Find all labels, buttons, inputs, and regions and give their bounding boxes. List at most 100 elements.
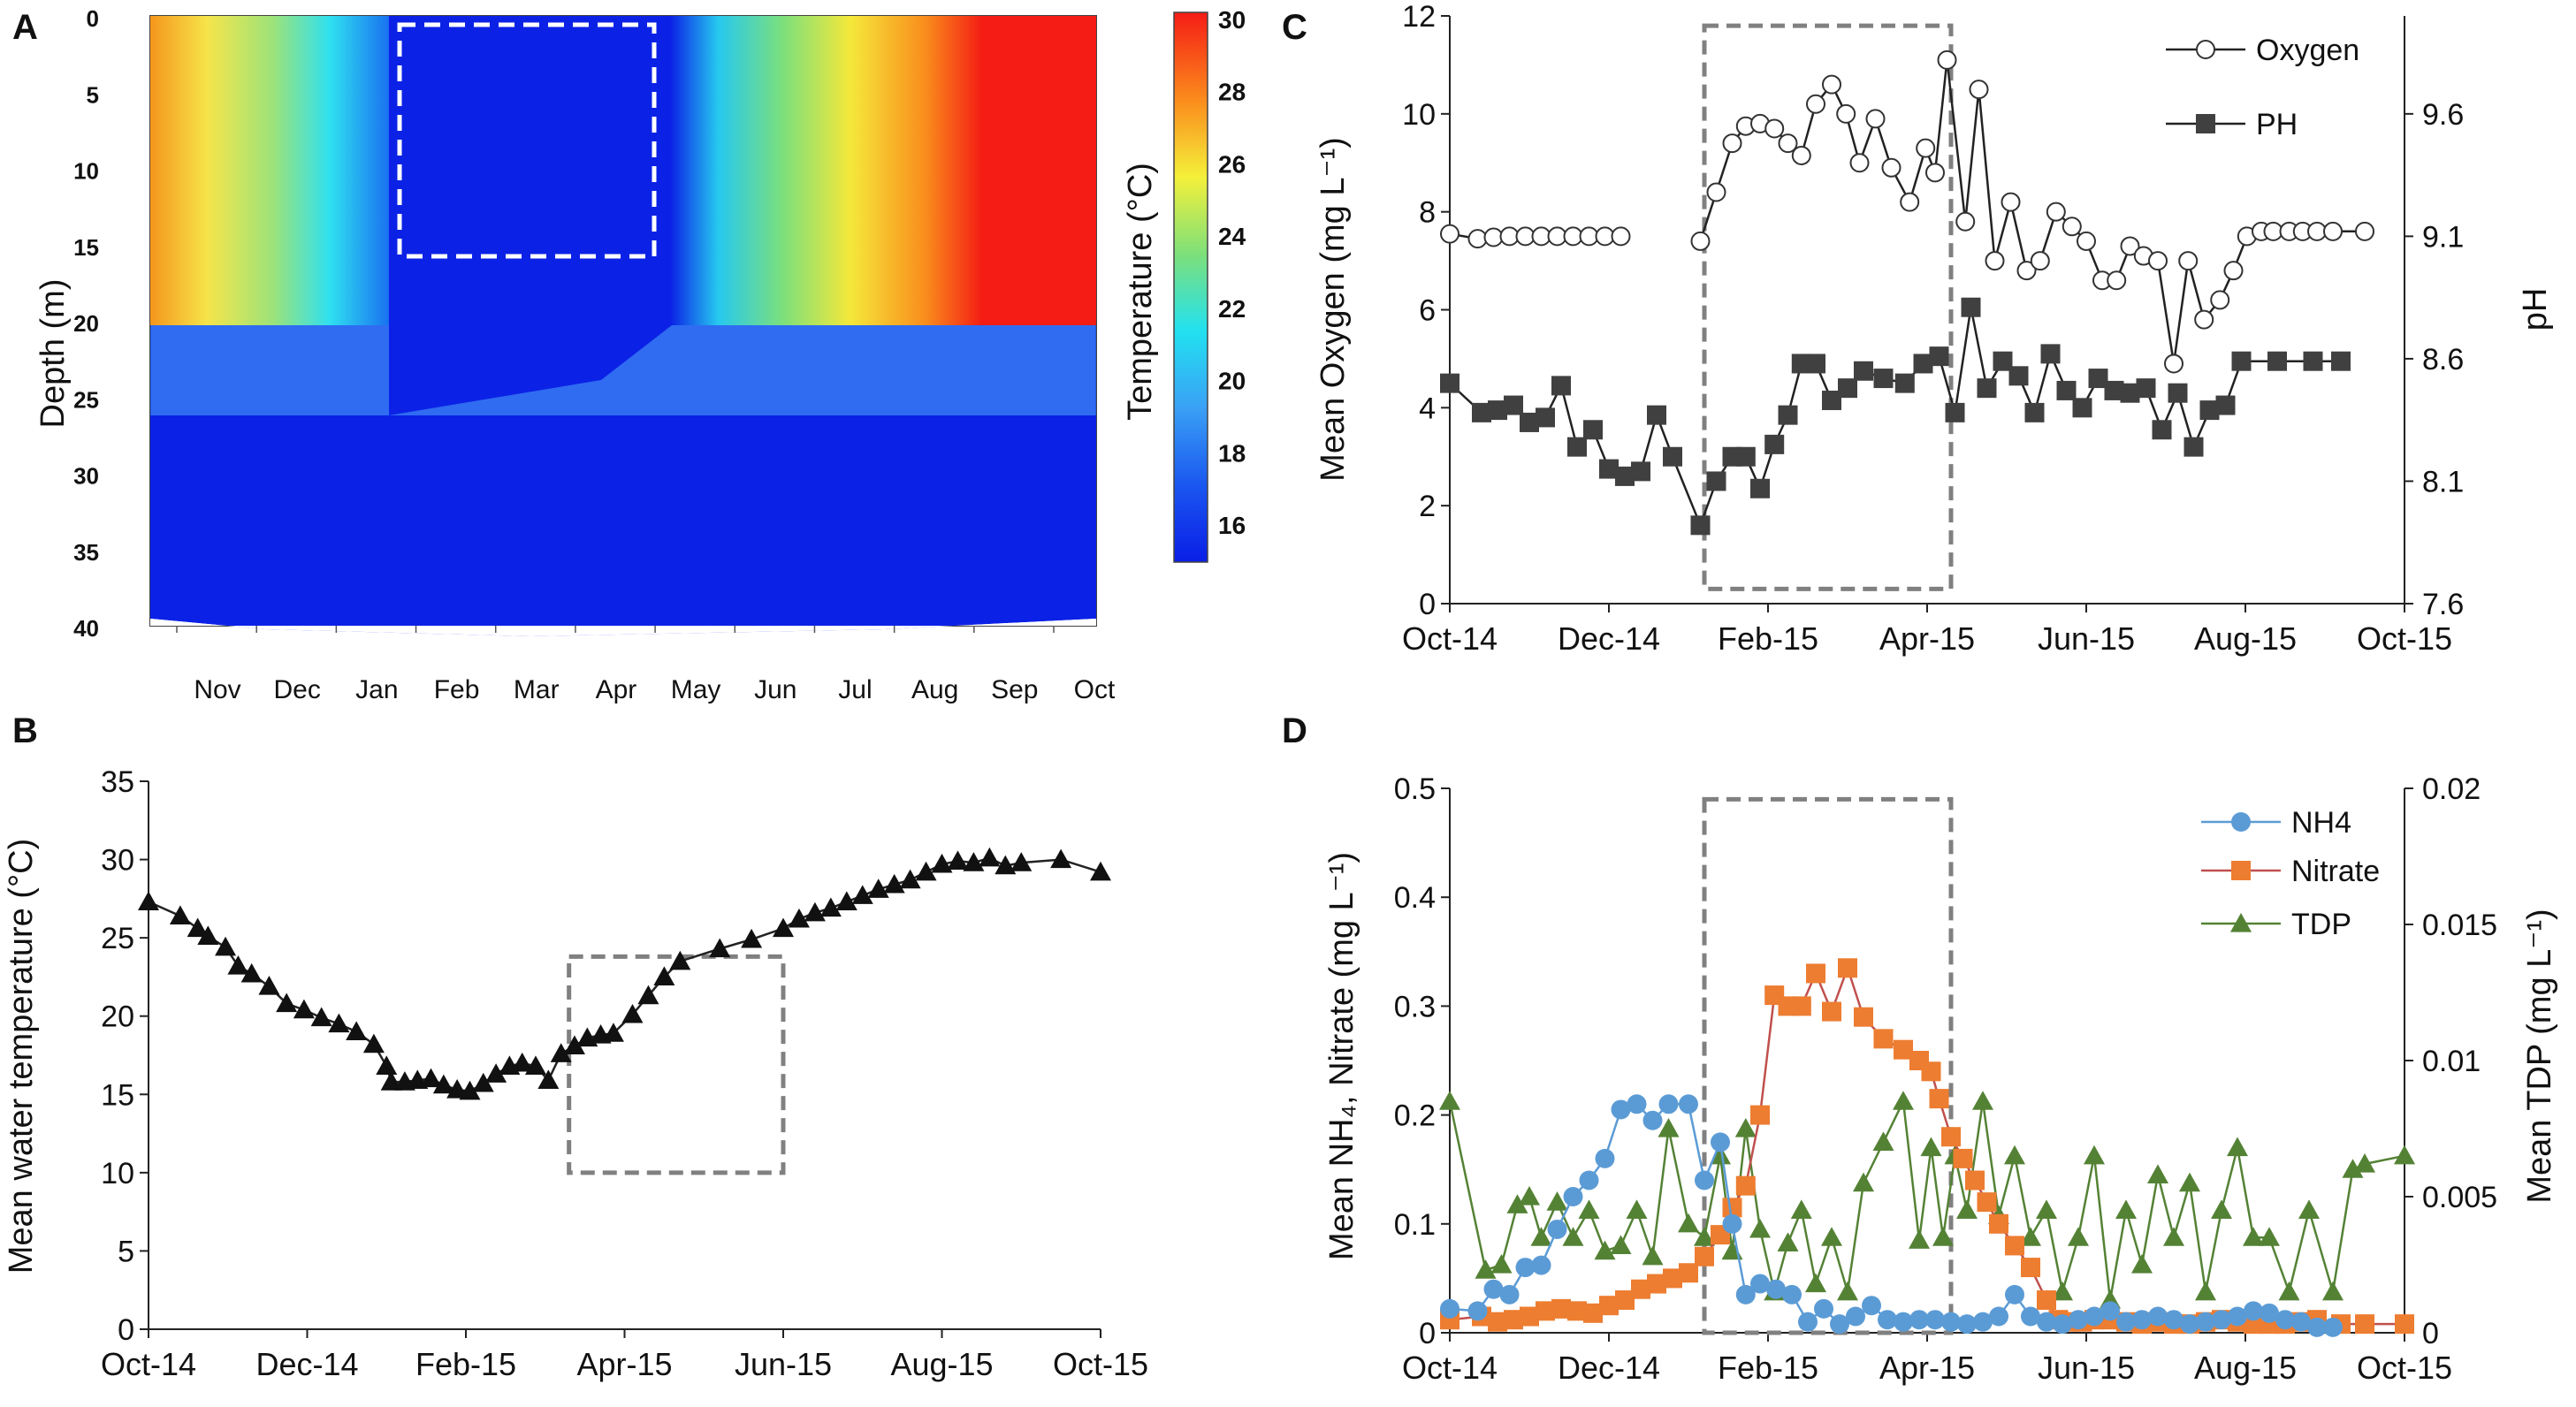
temperature-series-point <box>276 993 298 1013</box>
oxygen-series-point <box>1900 192 1920 212</box>
oxygen-series-point <box>2194 309 2214 330</box>
b-x-tick: Oct-15 <box>1053 1346 1148 1382</box>
legend-oxygen-marker <box>2196 40 2215 59</box>
ph-series-point <box>1806 354 1825 374</box>
y-tick-a: 35 <box>73 539 99 566</box>
ph-series-point <box>1750 478 1770 498</box>
b-x-tick: Feb-15 <box>415 1346 516 1382</box>
ph-series-point <box>1599 459 1619 479</box>
nh4-series-point <box>2323 1317 2343 1337</box>
ph-series-point <box>2024 402 2045 422</box>
nh4-series-point <box>1989 1306 2008 1327</box>
nitrate-series-point <box>1488 1312 1507 1332</box>
nh4-series-point <box>1695 1170 1714 1190</box>
temperature-series-line <box>148 856 1101 1092</box>
panel-label-d: D <box>1282 711 1307 750</box>
tdp-series-point <box>1546 1191 1568 1211</box>
heatmap-panel-a: 0 5 10 15 20 25 30 35 40 Nov Dec Jan Feb Mar Apr May Ju… <box>34 5 1246 704</box>
tdp-series-point <box>1626 1199 1648 1219</box>
nh4-series-point <box>1957 1314 1977 1335</box>
tdp-series-point <box>1562 1227 1584 1246</box>
ph-series-point <box>2152 420 2172 440</box>
nh4-series-point <box>1658 1094 1679 1114</box>
tdp-series-point <box>1932 1227 1954 1246</box>
line-chart-panel-b: Mean water temperature (°C) 0 5 10 15 20 25 30… <box>3 765 1148 1382</box>
oxygen-series-point <box>1955 211 1976 232</box>
temperature-series-point <box>947 850 969 870</box>
ph-series-point <box>2199 400 2220 421</box>
ph-series-point <box>1631 461 1650 482</box>
nh4-series-point <box>1711 1132 1730 1152</box>
nitrate-series-point <box>1504 1310 1523 1330</box>
legend-tdp-label: TDP <box>2291 908 2351 941</box>
temperature-series-point <box>432 1074 454 1094</box>
c-y2-tick: 7.6 <box>2422 588 2464 621</box>
temperature-series-point <box>819 897 842 917</box>
temperature-series-point <box>563 1035 585 1054</box>
tdp-series-point <box>2147 1164 2168 1183</box>
colorbar-tick: 30 <box>1218 6 1246 34</box>
temperature-series-point <box>788 908 810 928</box>
tdp-series-point <box>1790 1199 1812 1219</box>
ph-series-point <box>1961 297 1981 317</box>
colorbar-tick: 16 <box>1218 512 1246 539</box>
panel-label-a: A <box>12 8 38 47</box>
nh4-series-point <box>2307 1317 2327 1337</box>
nh4-series-point <box>1735 1284 1756 1304</box>
d-x-tick: Oct-15 <box>2357 1350 2452 1386</box>
oxygen-series-point <box>1836 103 1856 124</box>
ph-series-point <box>2008 366 2029 386</box>
oxygen-series-point <box>2107 270 2127 291</box>
b-y-tick: 30 <box>101 844 134 878</box>
ph-series-point <box>1778 405 1798 425</box>
panel-label-c: C <box>1282 8 1307 47</box>
ph-series-point <box>2120 383 2140 403</box>
y2-axis-title-d: Mean TDP (mg L⁻¹) <box>2521 909 2558 1203</box>
c-x-tick: Aug-15 <box>2194 620 2297 657</box>
oxygen-series-point <box>1969 80 1989 100</box>
nitrate-series-point <box>1791 996 1811 1016</box>
ph-series-point <box>1536 407 1555 428</box>
colorbar-tick: 28 <box>1218 79 1246 106</box>
nitrate-series-point <box>1647 1274 1666 1294</box>
tdp-series-point <box>1956 1199 1978 1219</box>
nitrate-series-point <box>1873 1029 1894 1049</box>
oxygen-series-point <box>1483 227 1504 247</box>
nh4-series-point <box>2260 1303 2279 1323</box>
temperature-series-point <box>1010 852 1033 871</box>
nh4-series-point <box>1925 1310 1945 1330</box>
temperature-series-point <box>899 869 921 889</box>
tdp-series-point <box>2068 1227 2089 1246</box>
b-y-tick: 10 <box>101 1157 134 1190</box>
b-x-tick: Apr-15 <box>576 1346 672 1382</box>
highlight-box-d <box>1702 796 1954 1335</box>
d-y-tick: 0.2 <box>1394 1099 1436 1133</box>
x-tick-a: Nov <box>194 675 240 704</box>
ph-series-point <box>1520 412 1539 432</box>
d-y2-tick: 0.005 <box>2422 1181 2497 1214</box>
c-x-tick: Oct-15 <box>2357 620 2452 657</box>
tdp-series-point <box>2163 1227 2184 1246</box>
tdp-series-point <box>1658 1118 1680 1137</box>
d-y-tick: 0.4 <box>1394 881 1436 915</box>
nh4-series-point <box>1941 1312 1961 1332</box>
c-y2-tick: 9.6 <box>2422 98 2464 132</box>
ph-series-point <box>1551 376 1571 396</box>
oxygen-series-point <box>1722 133 1742 154</box>
x-tick-a: May <box>671 675 721 704</box>
temperature-series-point <box>915 861 937 881</box>
tdp-series-point <box>1777 1232 1799 1251</box>
tdp-series-point <box>2020 1227 2041 1246</box>
temperature-series-point <box>138 891 159 910</box>
temperature-series-point <box>931 853 953 873</box>
nh4-series-point <box>2021 1306 2040 1327</box>
ph-series-point <box>1472 402 1491 422</box>
oxygen-series-point <box>2046 202 2066 222</box>
nitrate-series-point <box>1615 1290 1635 1311</box>
tdp-series-point <box>1872 1131 1894 1151</box>
temperature-series-point <box>995 855 1017 875</box>
temperature-series-point <box>346 1021 368 1041</box>
temperature-series-point <box>537 1069 560 1089</box>
y2-axis-title-c: pH <box>2517 288 2554 331</box>
nh4-series-point <box>1483 1279 1504 1299</box>
